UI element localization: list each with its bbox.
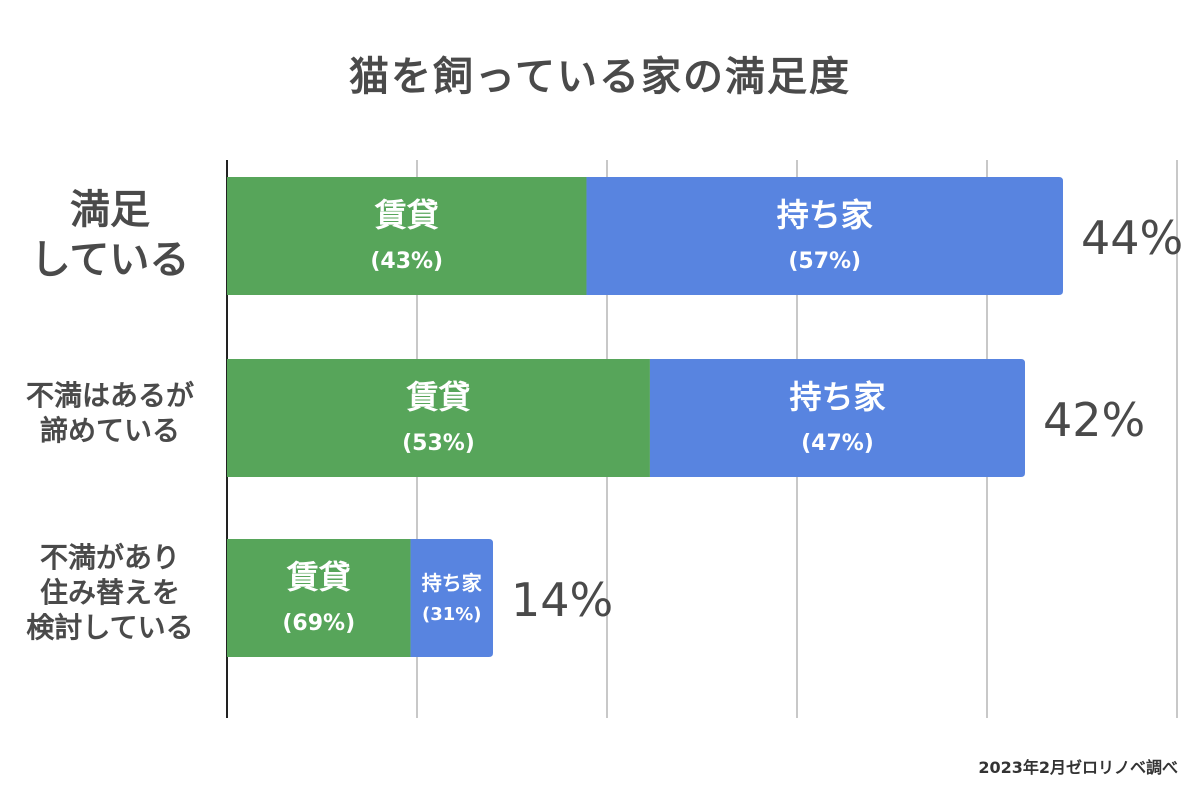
segment-share-label: (47%) [801,431,874,456]
bar-segment [410,539,493,657]
chart-title: 猫を飼っている家の満足度 [349,54,851,100]
segment-share-label: (31%) [422,604,482,625]
bar-segment [586,177,1063,295]
category-label-resigned: 不満はあるが 諦めている [25,379,194,447]
bar-segment [227,177,587,295]
segment-share-label: (69%) [282,611,355,636]
source-note: 2023年2月ゼロリノベ調べ [978,758,1178,777]
segment-share-label: (43%) [370,249,443,274]
category-label-considering-move: 不満があり 住み替えを 検討している [26,541,194,644]
segment-share-label: (53%) [402,431,475,456]
segment-label: 持ち家 [777,196,873,234]
bar-segment [227,539,411,657]
segment-label: 賃貸 [374,196,439,234]
segment-label: 賃貸 [286,558,351,596]
total-label: 44% [1081,211,1183,265]
segment-share-label: (57%) [788,249,861,274]
bar-segment [649,359,1025,477]
category-label-satisfied: 満足 している [30,187,190,283]
segment-label: 賃貸 [405,378,470,416]
total-label: 14% [511,573,613,627]
total-label: 42% [1043,393,1145,447]
bar-segment [227,359,650,477]
segment-label: 持ち家 [422,571,483,595]
segment-label: 持ち家 [789,378,885,416]
